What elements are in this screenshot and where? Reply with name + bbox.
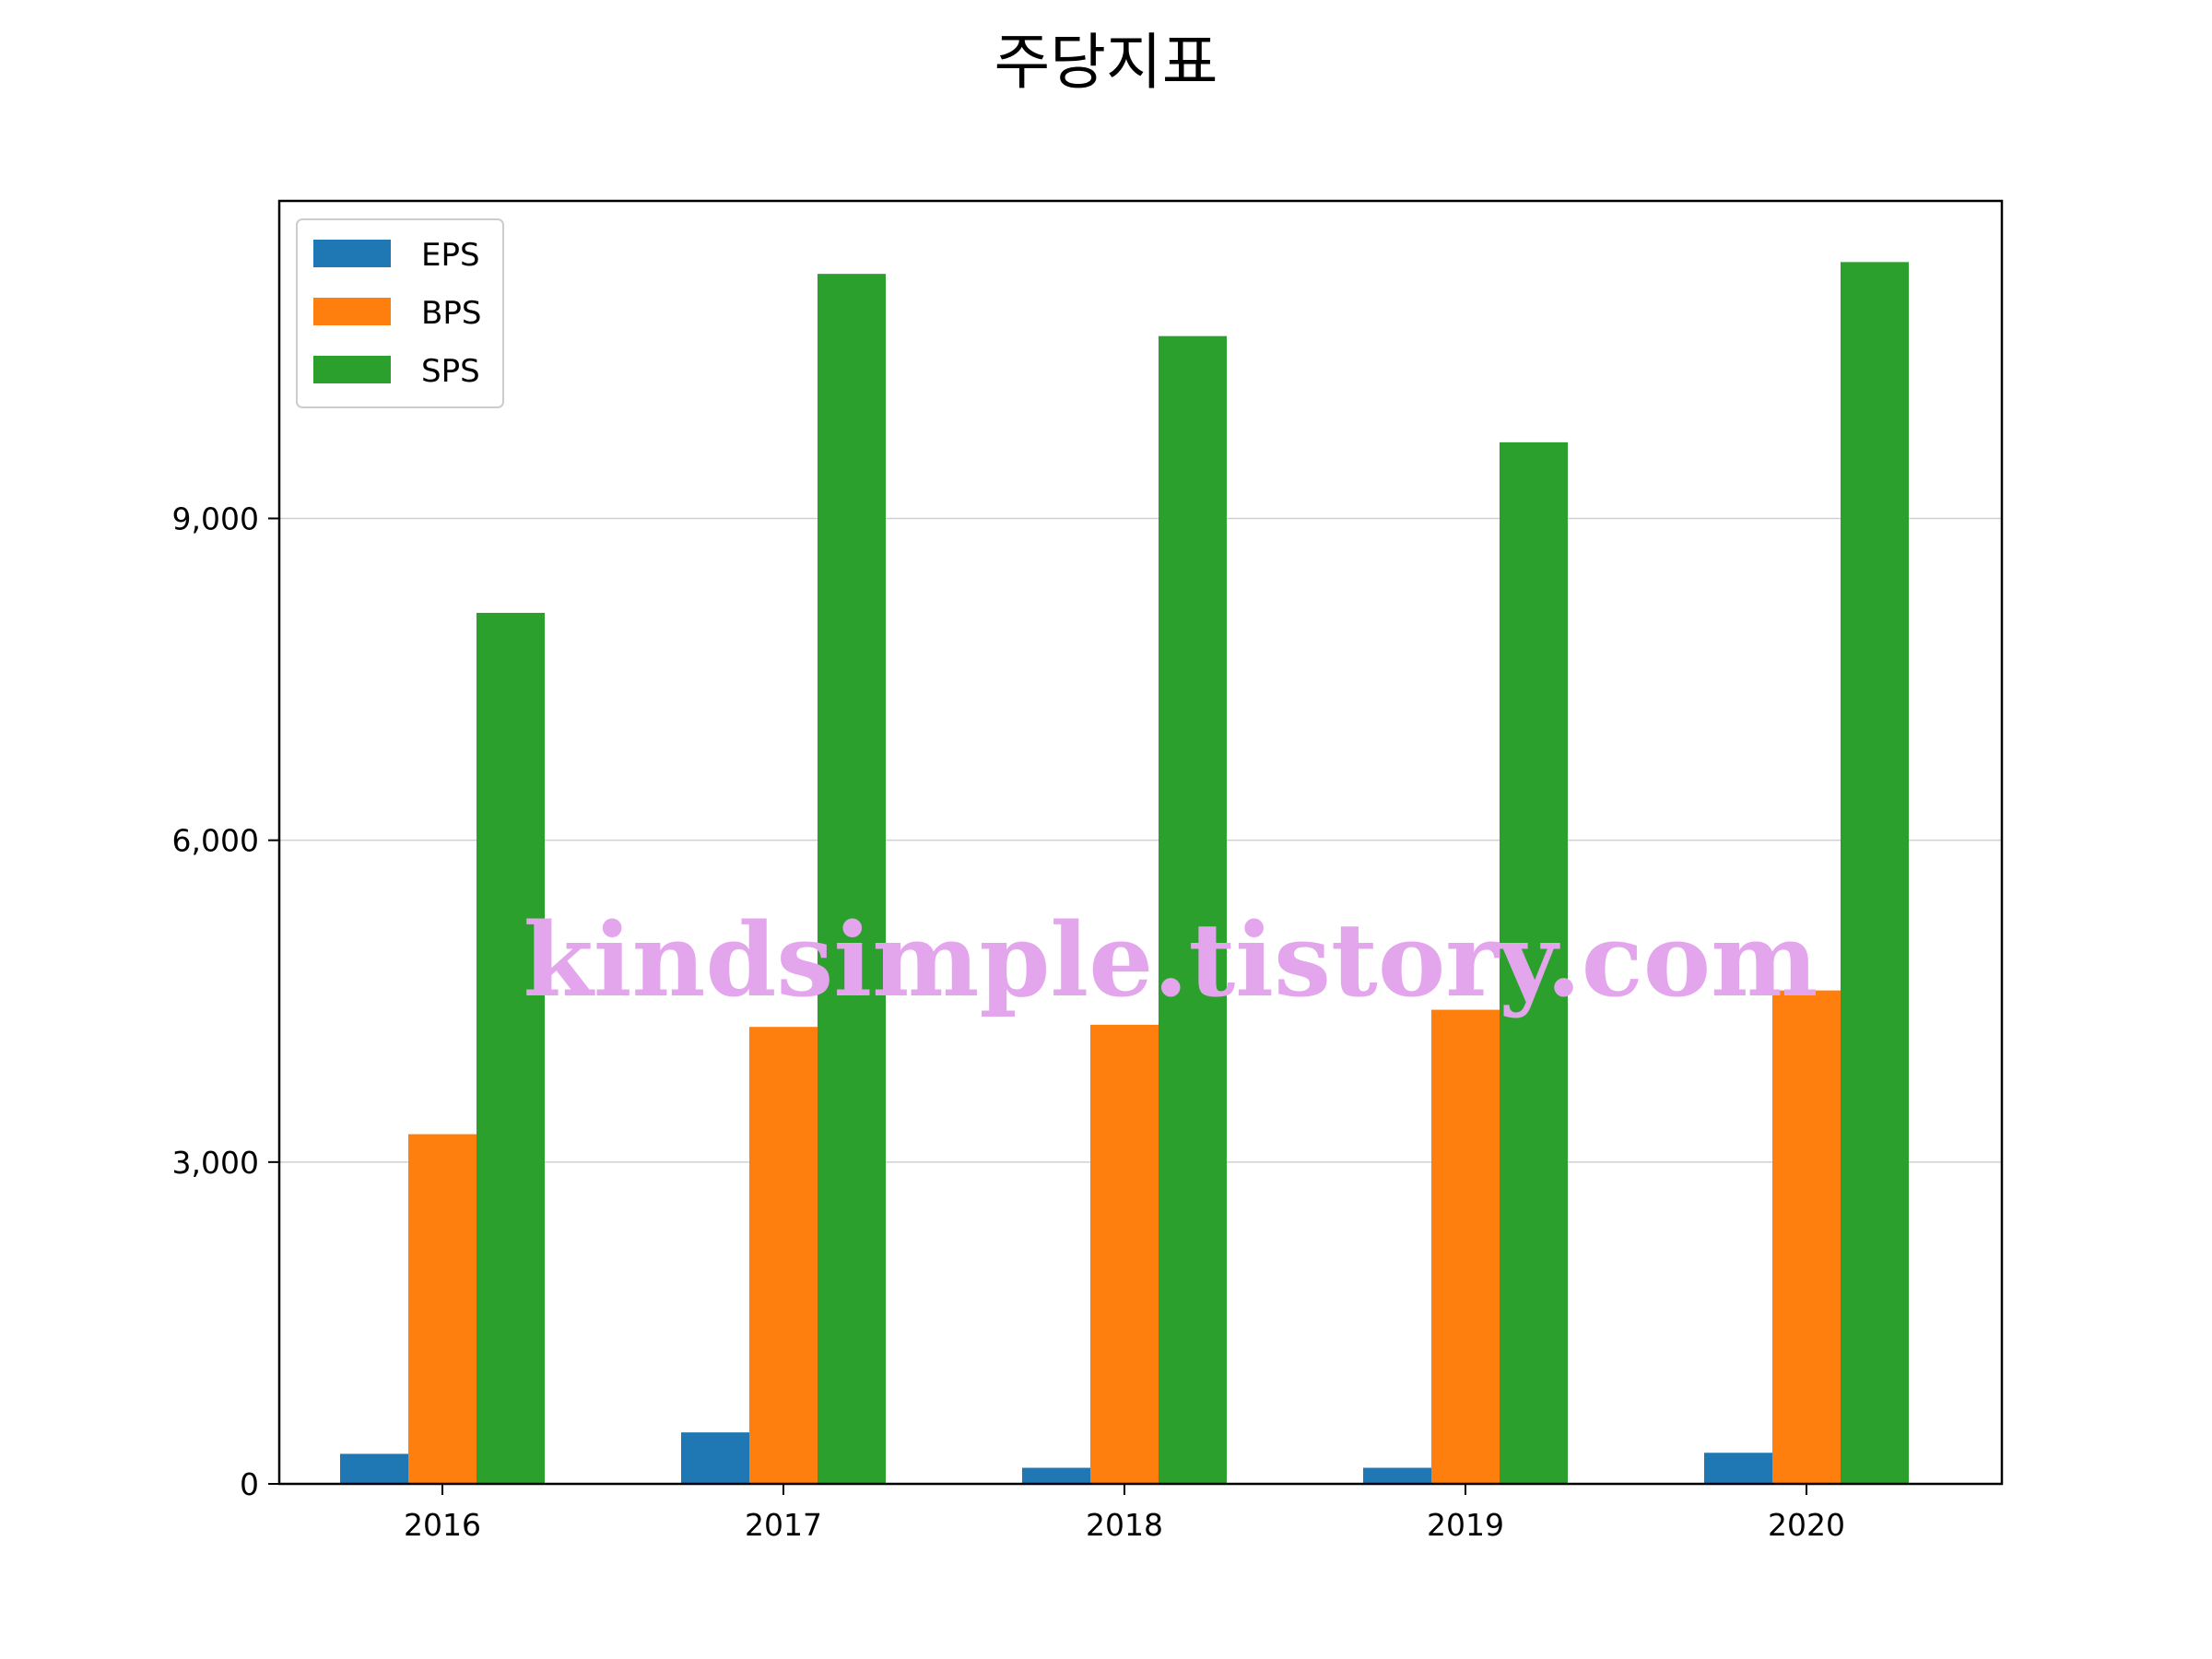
x-tick-label: 2016 bbox=[404, 1507, 481, 1543]
x-tick-label: 2018 bbox=[1086, 1507, 1163, 1543]
bar-sps-2020 bbox=[1841, 262, 1909, 1485]
bar-bps-2018 bbox=[1090, 1024, 1159, 1484]
y-tick-label: 6,000 bbox=[172, 823, 259, 859]
legend-swatch-bps bbox=[313, 298, 391, 325]
legend-swatch-eps bbox=[313, 240, 391, 267]
legend: EPS BPS SPS bbox=[296, 218, 504, 408]
bar-eps-2016 bbox=[340, 1453, 408, 1484]
bar-sps-2019 bbox=[1500, 441, 1568, 1484]
bar-eps-2017 bbox=[681, 1432, 749, 1484]
y-tick-label: 0 bbox=[240, 1466, 259, 1502]
plot-frame bbox=[277, 199, 2004, 1486]
legend-label-eps: EPS bbox=[421, 237, 480, 274]
bar-bps-2017 bbox=[749, 1027, 818, 1484]
watermark-text: kindsimple.tistory.com bbox=[524, 900, 1818, 1019]
bar-bps-2016 bbox=[408, 1134, 477, 1484]
x-tick-label: 2019 bbox=[1427, 1507, 1504, 1543]
legend-swatch-sps bbox=[313, 356, 391, 383]
bar-sps-2017 bbox=[818, 274, 886, 1484]
legend-label-sps: SPS bbox=[421, 353, 480, 390]
bar-sps-2016 bbox=[477, 612, 545, 1484]
bar-eps-2019 bbox=[1363, 1467, 1431, 1484]
y-tick-label: 9,000 bbox=[172, 501, 259, 537]
bar-eps-2020 bbox=[1704, 1453, 1772, 1484]
bar-sps-2018 bbox=[1159, 335, 1227, 1485]
y-axis: 0 3,000 6,000 9,000 bbox=[172, 501, 279, 1502]
bar-bps-2019 bbox=[1431, 1009, 1500, 1484]
bar-bps-2020 bbox=[1772, 990, 1841, 1484]
bars bbox=[340, 262, 1909, 1485]
y-tick-label: 3,000 bbox=[172, 1145, 259, 1181]
bar-eps-2018 bbox=[1022, 1467, 1090, 1484]
x-tick-label: 2017 bbox=[745, 1507, 822, 1543]
x-tick-label: 2020 bbox=[1768, 1507, 1845, 1543]
chart-title: 주당지표 bbox=[994, 27, 1218, 98]
x-axis: 2016 2017 2018 2019 2020 bbox=[404, 1484, 1845, 1543]
legend-label-bps: BPS bbox=[421, 295, 481, 332]
